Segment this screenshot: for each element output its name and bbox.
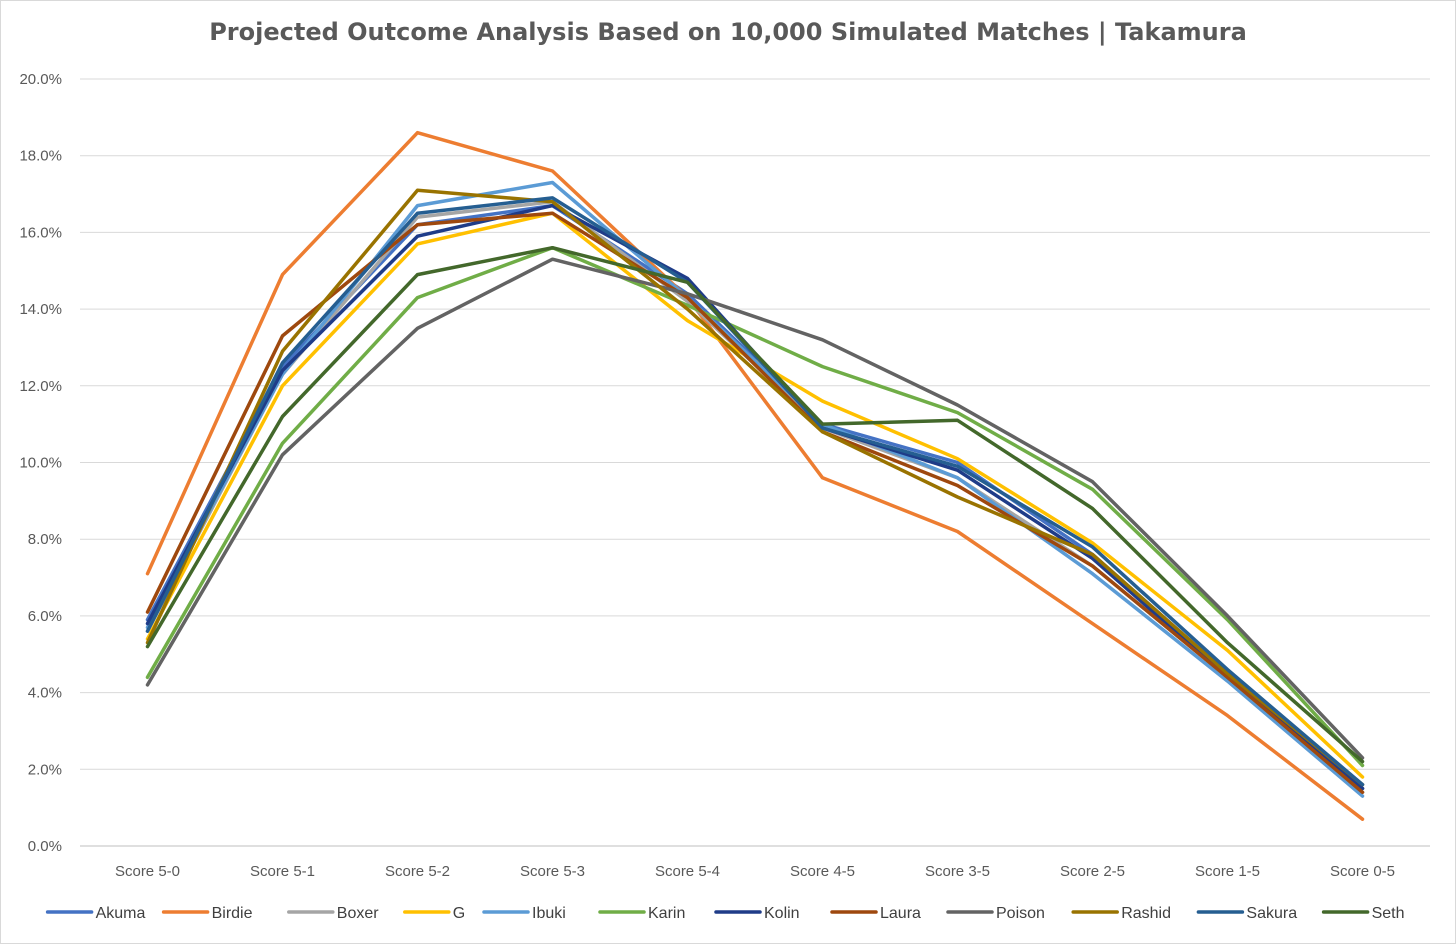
x-tick-label: Score 0-5 <box>1330 863 1395 880</box>
legend-label: Birdie <box>212 905 253 922</box>
legend-item-boxer: Boxer <box>287 905 379 922</box>
y-tick-label: 0.0% <box>28 838 62 855</box>
series-line-poison <box>145 257 1365 760</box>
y-tick-label: 12.0% <box>19 378 62 395</box>
series-line-sakura <box>145 196 1365 787</box>
legend-item-poison: Poison <box>946 905 1045 922</box>
x-tick-label: Score 5-2 <box>385 863 450 880</box>
legend-item-g: G <box>403 905 465 922</box>
y-tick-label: 2.0% <box>28 761 62 778</box>
y-tick-label: 18.0% <box>19 148 62 165</box>
series-lines <box>145 130 1365 821</box>
y-tick-label: 14.0% <box>19 301 62 318</box>
legend-item-laura: Laura <box>830 905 921 922</box>
legend-label: Sakura <box>1246 905 1297 922</box>
y-tick-label: 8.0% <box>28 531 62 548</box>
legend-label: Kolin <box>764 905 800 922</box>
y-tick-label: 20.0% <box>19 71 62 88</box>
series-line-boxer <box>145 199 1365 795</box>
series-line-ibuki <box>145 180 1365 798</box>
legend-label: Seth <box>1372 905 1405 922</box>
legend-label: G <box>453 905 465 922</box>
legend-label: Poison <box>996 905 1045 922</box>
series-line-rashid <box>145 188 1365 787</box>
legend-item-rashid: Rashid <box>1071 905 1171 922</box>
series-line-laura <box>145 211 1365 795</box>
legend-item-seth: Seth <box>1321 905 1405 922</box>
series-line-birdie <box>145 130 1365 821</box>
y-tick-label: 10.0% <box>19 455 62 472</box>
y-tick-label: 6.0% <box>28 608 62 625</box>
chart-title: Projected Outcome Analysis Based on 10,0… <box>209 18 1247 46</box>
x-tick-label: Score 4-5 <box>790 863 855 880</box>
legend-label: Karin <box>648 905 685 922</box>
x-tick-label: Score 3-5 <box>925 863 990 880</box>
legend-label: Akuma <box>96 905 146 922</box>
series-line-karin <box>145 245 1365 768</box>
x-tick-label: Score 5-3 <box>520 863 585 880</box>
x-tick-label: Score 5-1 <box>250 863 315 880</box>
x-axis-tick-labels: Score 5-0 Score 5-1 Score 5-2 Score 5-3 Scor… <box>115 863 1395 880</box>
legend-item-kolin: Kolin <box>714 905 800 922</box>
legend-item-sakura: Sakura <box>1196 905 1297 922</box>
legend-item-birdie: Birdie <box>161 905 253 922</box>
legend-label: Ibuki <box>532 905 566 922</box>
legend: Akuma Birdie Boxer G Ibuki Karin Kolin Laura Poi… <box>45 905 1405 922</box>
legend-item-ibuki: Ibuki <box>482 905 566 922</box>
series-line-seth <box>145 245 1365 764</box>
y-axis-tick-labels: 0.0% 2.0% 4.0% 6.0% 8.0% 10.0% 12.0% 14.0% 16.0%… <box>19 71 62 855</box>
legend-item-karin: Karin <box>598 905 685 922</box>
legend-label: Boxer <box>337 905 379 922</box>
y-tick-label: 4.0% <box>28 685 62 702</box>
gridlines <box>80 78 1430 847</box>
legend-label: Rashid <box>1121 905 1171 922</box>
y-tick-label: 16.0% <box>19 224 62 241</box>
x-tick-label: Score 5-0 <box>115 863 180 880</box>
x-tick-label: Score 5-4 <box>655 863 720 880</box>
x-tick-label: Score 2-5 <box>1060 863 1125 880</box>
x-tick-label: Score 1-5 <box>1195 863 1260 880</box>
legend-label: Laura <box>880 905 921 922</box>
legend-item-akuma: Akuma <box>45 905 146 922</box>
